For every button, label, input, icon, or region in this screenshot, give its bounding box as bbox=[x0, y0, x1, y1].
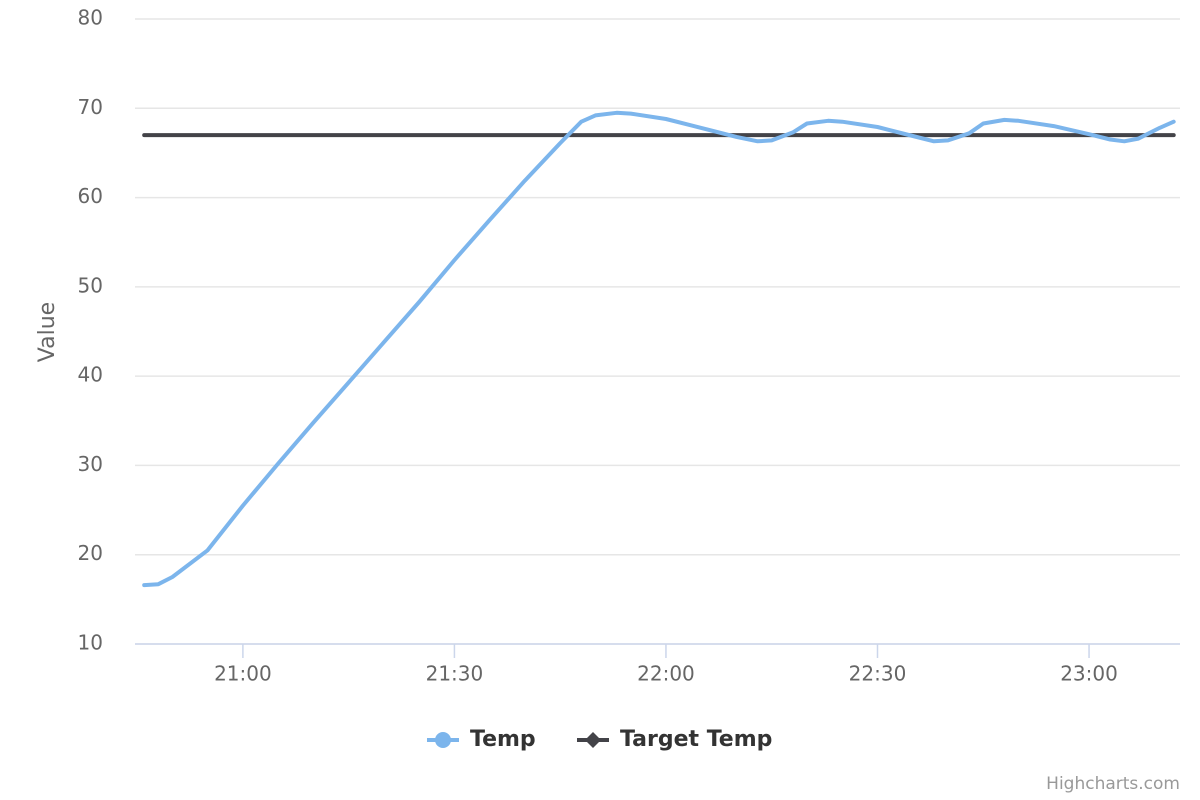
x-tick-label: 22:00 bbox=[637, 662, 695, 686]
legend-label[interactable]: Temp bbox=[470, 727, 536, 752]
x-tick-label: 23:00 bbox=[1060, 662, 1118, 686]
y-tick-label: 70 bbox=[78, 95, 103, 119]
y-tick-label: 80 bbox=[78, 6, 103, 30]
x-tick-label: 21:30 bbox=[426, 662, 484, 686]
y-axis-title: Value bbox=[35, 302, 60, 362]
legend-marker bbox=[585, 732, 601, 748]
legend-label[interactable]: Target Temp bbox=[620, 727, 772, 752]
x-tick-label: 21:00 bbox=[214, 662, 272, 686]
y-tick-label: 50 bbox=[78, 273, 103, 297]
credits[interactable]: Highcharts.com bbox=[1046, 774, 1180, 794]
y-tick-label: 10 bbox=[78, 631, 103, 655]
x-tick-label: 22:30 bbox=[849, 662, 907, 686]
y-tick-label: 40 bbox=[78, 363, 103, 387]
y-tick-label: 30 bbox=[78, 452, 103, 476]
line-series bbox=[142, 110, 1176, 588]
legend-marker bbox=[435, 732, 451, 748]
y-tick-label: 20 bbox=[78, 541, 103, 565]
y-tick-label: 60 bbox=[78, 184, 103, 208]
